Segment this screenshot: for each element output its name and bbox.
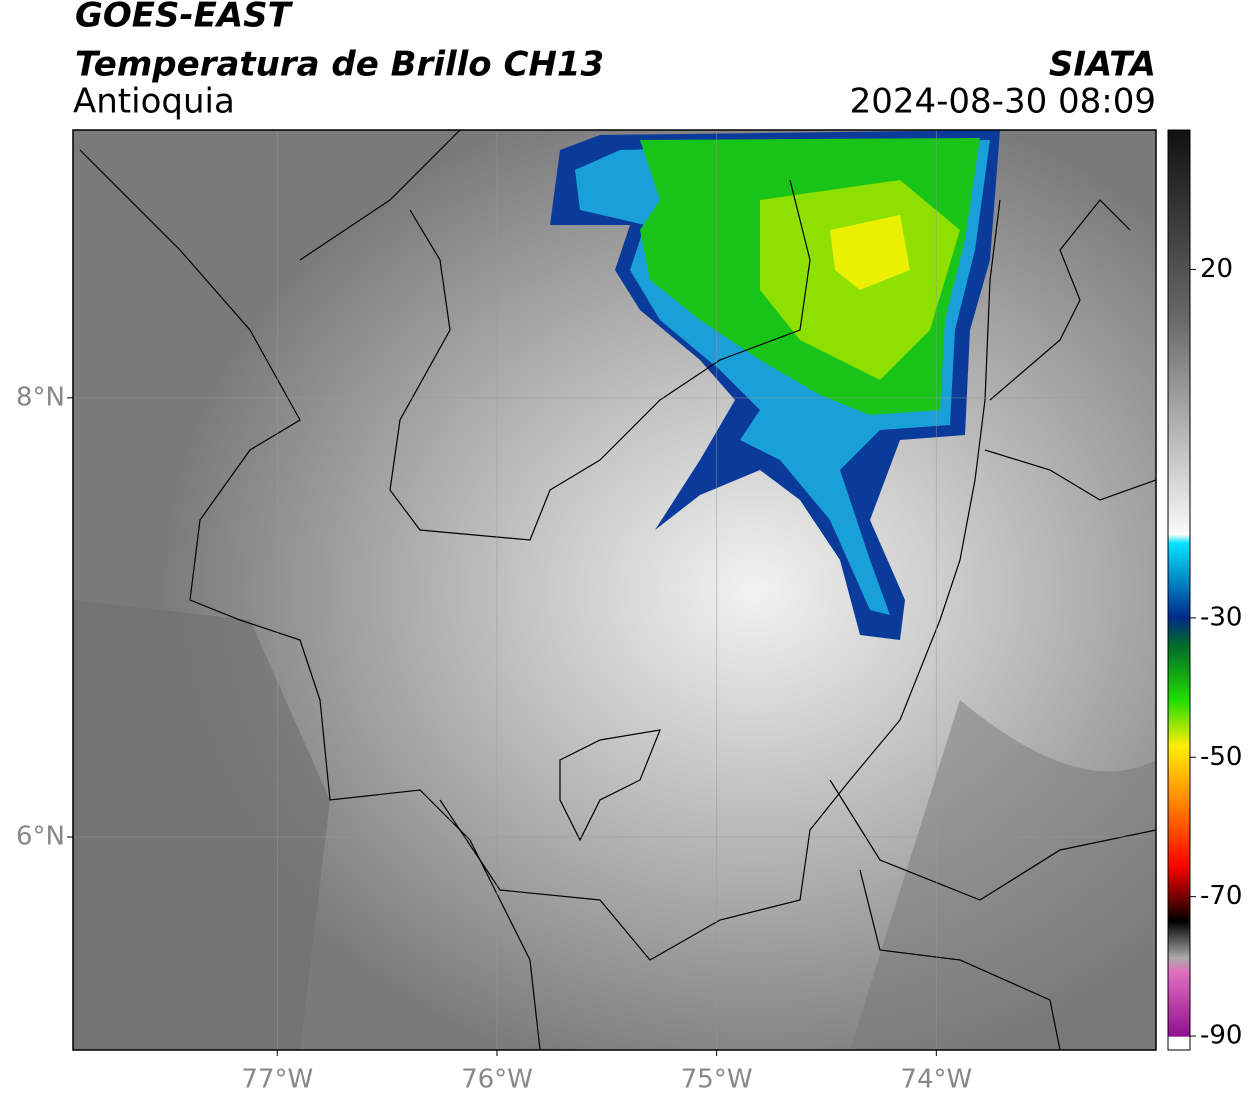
y-tick-label: 8°N <box>16 382 65 412</box>
colorbar-label: -90 <box>1200 1021 1242 1051</box>
datetime: 2024-08-30 08:09 <box>850 82 1156 122</box>
x-tick-label: 74°W <box>900 1065 972 1095</box>
x-tick-label: 76°W <box>461 1065 533 1095</box>
colorbar-label: 20 <box>1200 254 1233 284</box>
map-frame <box>72 129 1157 1051</box>
subtitle: Temperatura de Brillo CH13 <box>75 45 604 85</box>
colorbar-label: -50 <box>1200 742 1242 772</box>
colorbar <box>1167 129 1191 1051</box>
boundaries <box>79 130 1156 1050</box>
cloud-peak <box>830 215 910 290</box>
x-tick-label: 75°W <box>681 1065 753 1095</box>
lowland <box>73 600 330 1050</box>
grid <box>73 130 1156 1050</box>
y-tick-label: 6°N <box>16 822 65 852</box>
colorbar-label: -70 <box>1200 881 1242 911</box>
valley <box>850 700 1156 1050</box>
source: SIATA <box>1049 45 1156 85</box>
region: Antioquia <box>73 82 235 122</box>
x-tick-label: 77°W <box>241 1065 313 1095</box>
title: GOES-EAST <box>75 0 294 36</box>
colorbar-label: -30 <box>1200 602 1242 632</box>
map-image <box>73 130 1156 1050</box>
